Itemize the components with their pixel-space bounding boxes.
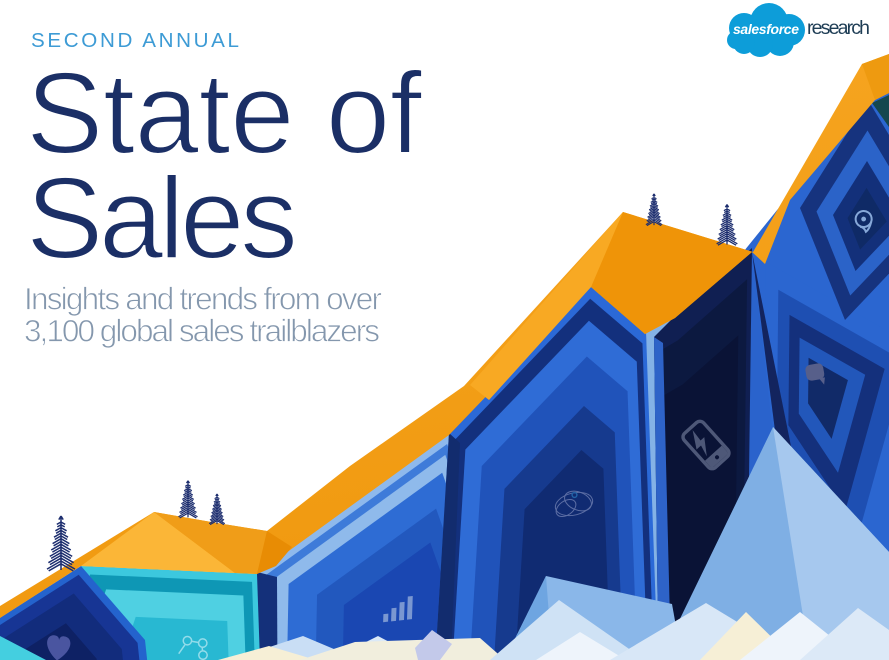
svg-text:research: research (807, 17, 870, 39)
svg-text:State of: State of (26, 48, 423, 178)
svg-text:3,100 global sales trailblazer: 3,100 global sales trailblazers (24, 313, 380, 349)
svg-text:SECOND ANNUAL: SECOND ANNUAL (31, 29, 239, 52)
svg-text:salesforce: salesforce (733, 21, 799, 37)
svg-text:Insights and trends from over: Insights and trends from over (24, 281, 382, 317)
svg-text:Sales: Sales (26, 153, 298, 283)
